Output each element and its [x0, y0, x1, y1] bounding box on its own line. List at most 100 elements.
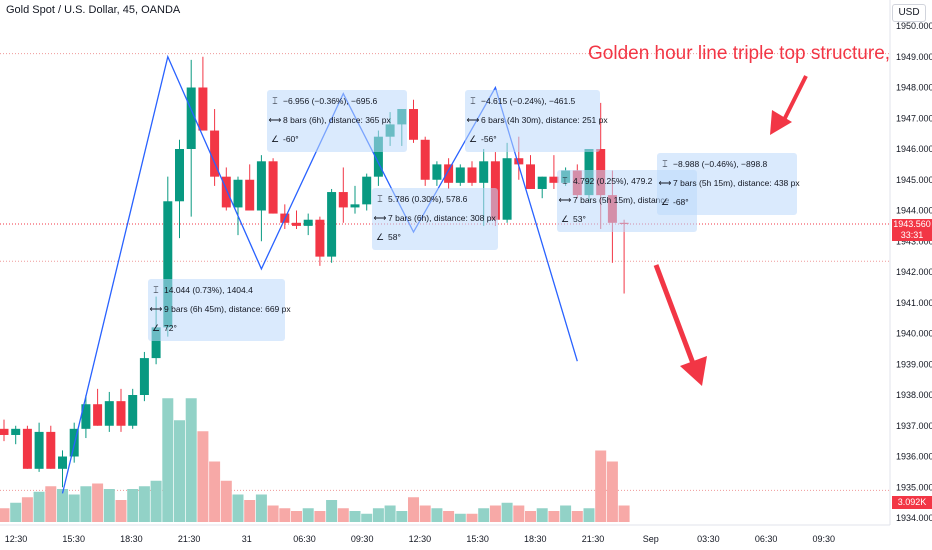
candle-body: [0, 429, 9, 435]
measure-angle: -56°: [481, 134, 497, 144]
volume-bar: [104, 489, 115, 522]
candle-body: [444, 164, 453, 182]
angle-icon: ∠: [372, 226, 388, 249]
angle-icon: ∠: [465, 128, 481, 151]
candle-body: [105, 401, 114, 426]
candle-body: [23, 429, 32, 469]
measure-bars: 7 bars (5h 15m), distance: [573, 195, 669, 205]
volume-bar: [0, 508, 10, 522]
volume-bar: [478, 508, 489, 522]
measure-bars: 7 bars (6h), distance: 308 px: [388, 213, 496, 223]
volume-bar: [619, 506, 630, 523]
volume-bar: [338, 508, 349, 522]
candle-body: [432, 164, 441, 179]
measure-bars: 6 bars (4h 30m), distance: 251 px: [481, 115, 608, 125]
volume-bar: [350, 511, 361, 522]
measure-change: 14.044 (0.73%), 1404.4: [164, 285, 253, 295]
candle-body: [175, 149, 184, 201]
candle-body: [128, 395, 137, 426]
measure-change: 4.792 (0.25%), 479.2: [573, 176, 652, 186]
volume-bar: [607, 462, 618, 523]
price-axis: 1950.0001949.0001948.0001947.0001946.000…: [890, 0, 932, 525]
price-tick-label: 1949.000: [896, 52, 932, 62]
candle-body: [292, 223, 301, 226]
currency-button[interactable]: USD: [892, 4, 926, 22]
measure-box-3[interactable]: ⌶ 5.786 (0.30%), 578.6 ⟷ 7 bars (6h), dist…: [372, 188, 498, 250]
candle-body: [351, 204, 360, 207]
angle-icon: ∠: [557, 208, 573, 231]
volume-bar: [10, 503, 21, 522]
price-tick-label: 1944.000: [896, 206, 932, 216]
price-tick-label: 1947.000: [896, 113, 932, 123]
volume-bar: [326, 500, 337, 522]
measure-change: −8.988 (−0.46%), −898.8: [673, 159, 767, 169]
candle-body: [479, 161, 488, 183]
volume-bar: [162, 398, 173, 522]
price-tick-label: 1934.000: [896, 513, 932, 523]
volume-bar: [595, 451, 606, 523]
candle-body: [468, 167, 477, 182]
candle-body: [362, 177, 371, 205]
candle-body: [245, 180, 254, 211]
candle-body: [35, 432, 44, 469]
measure-box-4[interactable]: ⌶ −4.615 (−0.24%), −461.5 ⟷ 6 bars (4h 30m…: [465, 90, 600, 152]
candle-body: [409, 109, 418, 140]
volume-bar: [443, 511, 454, 522]
volume-bar: [502, 503, 513, 522]
volume-bar: [197, 431, 208, 522]
volume-bar: [92, 484, 103, 523]
measure-box-1[interactable]: ⌶ 14.044 (0.73%), 1404.4 ⟷ 9 bars (6h 45m)…: [148, 279, 285, 341]
volume-bar: [431, 508, 442, 522]
time-tick-label: 06:30: [755, 534, 778, 544]
volume-bar: [186, 398, 197, 522]
volume-bar: [420, 506, 431, 523]
measure-angle: 53°: [573, 214, 586, 224]
annotation-heading: Golden hour line triple top structure,: [588, 43, 890, 65]
volume-bar: [291, 511, 302, 522]
arrow-pointing-down: [656, 265, 694, 366]
volume-bar: [396, 511, 407, 522]
candle-body: [58, 457, 67, 469]
volume-bar: [408, 497, 419, 522]
measure-bars: 9 bars (6h 45m), distance: 669 px: [164, 304, 291, 314]
measure-change: 5.786 (0.30%), 578.6: [388, 194, 467, 204]
measure-angle: -60°: [283, 134, 299, 144]
measure-angle: 72°: [164, 323, 177, 333]
candle-body: [526, 164, 535, 189]
measure-angle: 58°: [388, 232, 401, 242]
volume-bar: [537, 508, 548, 522]
candle-body: [46, 432, 55, 469]
time-tick-label: 03:30: [697, 534, 720, 544]
price-tick-label: 1937.000: [896, 421, 932, 431]
time-tick-label: 18:30: [120, 534, 143, 544]
candle-body: [198, 88, 207, 131]
volume-bar: [560, 506, 571, 523]
volume-bar: [34, 492, 45, 522]
candle-body: [140, 358, 149, 395]
volume-bar: [151, 481, 162, 522]
price-tick-label: 1948.000: [896, 83, 932, 93]
volume-bar: [361, 514, 372, 522]
volume-bar: [116, 500, 127, 522]
price-tick-label: 1938.000: [896, 390, 932, 400]
candle-body: [257, 161, 266, 210]
measure-bars: 7 bars (5h 15m), distance: 438 px: [673, 178, 800, 188]
volume-bar: [584, 508, 595, 522]
volume-bar: [45, 486, 56, 522]
candle-body: [327, 192, 336, 257]
candle-body: [315, 220, 324, 257]
candle-body: [456, 167, 465, 182]
volume-bar: [69, 495, 80, 523]
candle-body: [269, 161, 278, 213]
measure-box-2[interactable]: ⌶ −6.956 (−0.36%), −695.6 ⟷ 8 bars (6h), d…: [267, 90, 407, 152]
volume-bar: [314, 511, 325, 522]
measure-box-6[interactable]: ⌶ −8.988 (−0.46%), −898.8 ⟷ 7 bars (5h 15m…: [657, 153, 797, 215]
current-price: 1943.560: [892, 219, 932, 230]
angle-icon: ∠: [148, 317, 164, 340]
angle-icon: ∠: [657, 191, 673, 214]
time-tick-label: 15:30: [466, 534, 489, 544]
candle-body: [234, 180, 243, 208]
volume-bar: [303, 508, 314, 522]
volume-bar: [268, 506, 279, 523]
